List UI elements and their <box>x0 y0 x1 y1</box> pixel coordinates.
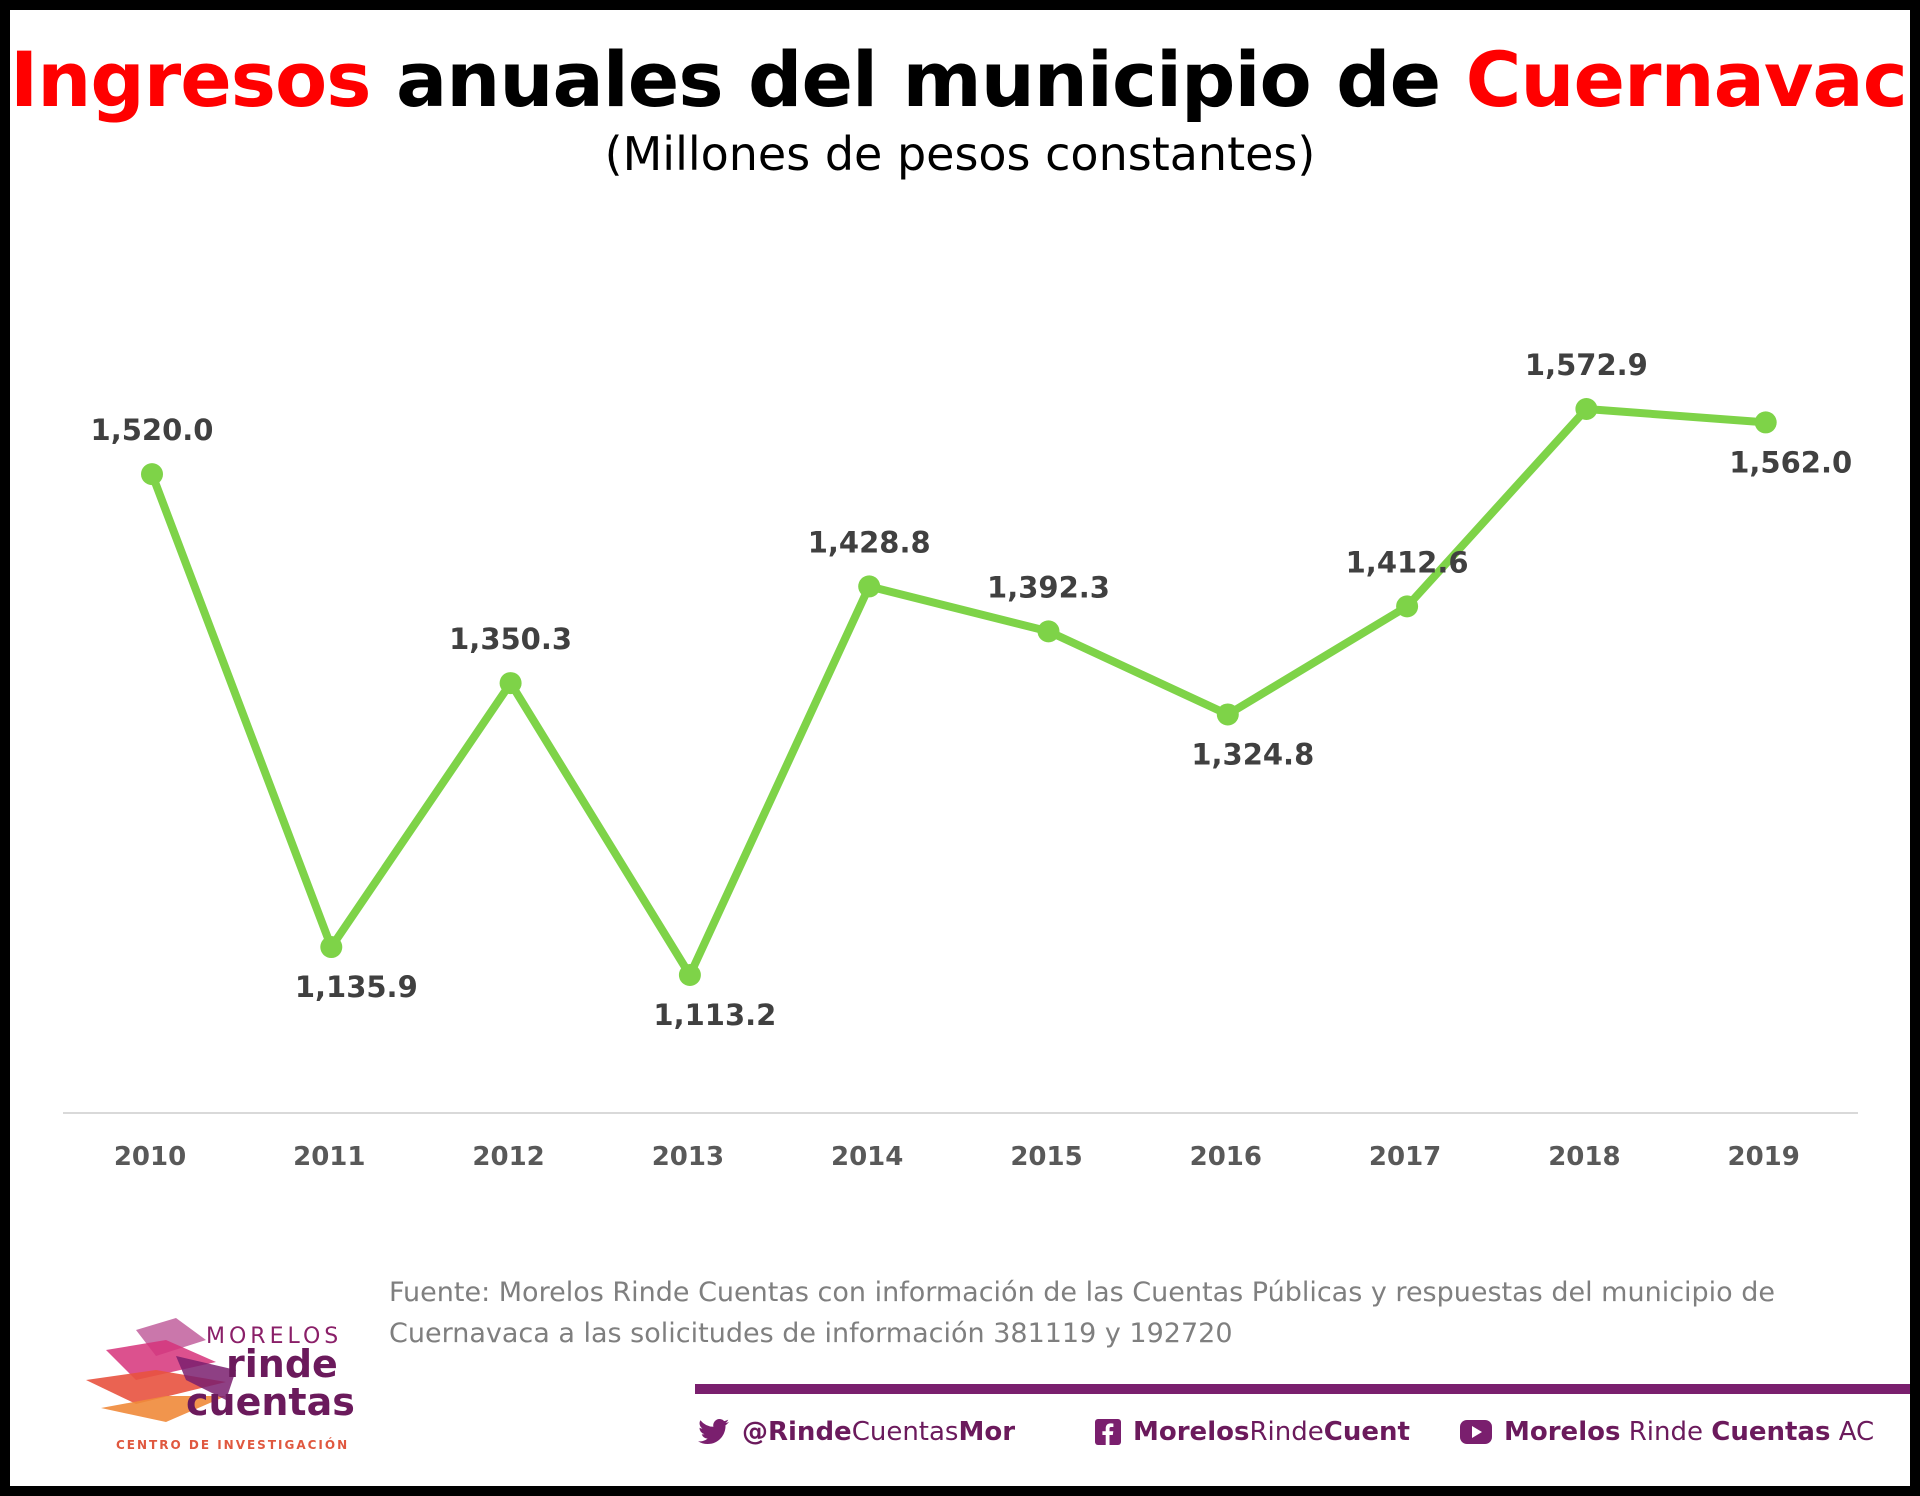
chart-title: Ingresos anuales del municipio de Cuerna… <box>10 32 1910 128</box>
youtube-text-d: AC <box>1830 1417 1875 1447</box>
data-label-2014: 1,428.8 <box>808 525 931 559</box>
twitter-handle[interactable]: @RindeCuentasMor <box>698 1410 1015 1454</box>
title-middle: anuales del municipio de <box>395 35 1441 124</box>
series-line <box>148 405 1770 979</box>
logo-centro-text: CENTRO DE INVESTIGACIÓN <box>116 1438 350 1452</box>
data-point-2019 <box>1754 411 1777 434</box>
logo-rinde-text: rinde <box>226 1342 338 1386</box>
data-label-2010: 1,520.0 <box>91 413 214 447</box>
youtube-icon <box>1460 1420 1492 1444</box>
facebook-text-c: Cuent <box>1323 1417 1410 1447</box>
source-note: Fuente: Morelos Rinde Cuentas con inform… <box>389 1277 1776 1349</box>
x-tick-label-2013: 2013 <box>652 1142 724 1172</box>
twitter-text-b: Cuentas <box>851 1417 959 1447</box>
x-tick-label-2015: 2015 <box>1010 1142 1082 1172</box>
twitter-text-a: @Rinde <box>742 1417 852 1447</box>
title-cuernavaca: Cuernavaca <box>1465 35 1910 124</box>
x-tick-label-2012: 2012 <box>472 1142 544 1172</box>
morelos-rinde-cuentas-logo: MORELOS rinde cuentas CENTRO DE INVESTIG… <box>76 1300 366 1480</box>
twitter-text-c: Mor <box>958 1417 1016 1447</box>
data-point-2017 <box>1396 595 1419 618</box>
line-chart: 1,520.0 1,135.9 1,350.3 1,113.2 1,428.8 1,392… <box>63 348 1858 1172</box>
logo-cuentas-text: cuentas <box>186 1380 355 1424</box>
data-point-2014 <box>858 575 881 598</box>
x-tick-label-2014: 2014 <box>831 1142 903 1172</box>
data-label-2011: 1,135.9 <box>295 970 418 1004</box>
data-label-2016: 1,324.8 <box>1191 737 1314 771</box>
chart-subtitle: (Millones de pesos constantes) <box>604 127 1316 181</box>
x-tick-label-2011: 2011 <box>293 1142 365 1172</box>
data-label-2015: 1,392.3 <box>987 570 1110 604</box>
data-point-2010 <box>141 463 163 486</box>
data-point-2013 <box>678 964 701 986</box>
data-label-2017: 1,412.6 <box>1346 545 1469 579</box>
youtube-handle[interactable]: Morelos Rinde Cuentas AC <box>1460 1410 1874 1454</box>
data-point-2011 <box>320 936 343 959</box>
data-label-2019: 1,562.0 <box>1729 445 1852 479</box>
data-point-2015 <box>1037 620 1060 643</box>
wing-logo-icon <box>86 1318 236 1422</box>
data-label-2013: 1,113.2 <box>653 998 776 1032</box>
data-point-2012 <box>499 672 522 695</box>
data-point-2018 <box>1575 398 1598 420</box>
facebook-text-b: Rinde <box>1249 1417 1324 1447</box>
x-tick-label-2010: 2010 <box>114 1142 186 1172</box>
twitter-icon <box>698 1419 729 1444</box>
x-tick-label-2017: 2017 <box>1369 1142 1441 1172</box>
youtube-text-b: Rinde <box>1620 1417 1712 1447</box>
chart-frame: Ingresos anuales del municipio de Cuerna… <box>10 10 1910 1486</box>
logo-morelos-text: MORELOS <box>206 1324 343 1349</box>
x-tick-label-2016: 2016 <box>1190 1142 1262 1172</box>
footer-divider <box>695 1384 1910 1394</box>
x-tick-label-2019: 2019 <box>1728 1142 1800 1172</box>
facebook-text-a: Morelos <box>1133 1417 1250 1447</box>
title-ingresos: Ingresos <box>10 35 371 124</box>
data-label-2018: 1,572.9 <box>1525 348 1648 382</box>
youtube-text-c: Cuentas <box>1711 1417 1831 1447</box>
facebook-icon <box>1095 1419 1121 1445</box>
x-tick-label-2018: 2018 <box>1548 1142 1620 1172</box>
facebook-handle[interactable]: MorelosRindeCuent <box>1095 1410 1410 1454</box>
youtube-text-a: Morelos <box>1504 1417 1621 1447</box>
data-label-2012: 1,350.3 <box>449 622 572 656</box>
data-point-2016 <box>1216 703 1239 726</box>
